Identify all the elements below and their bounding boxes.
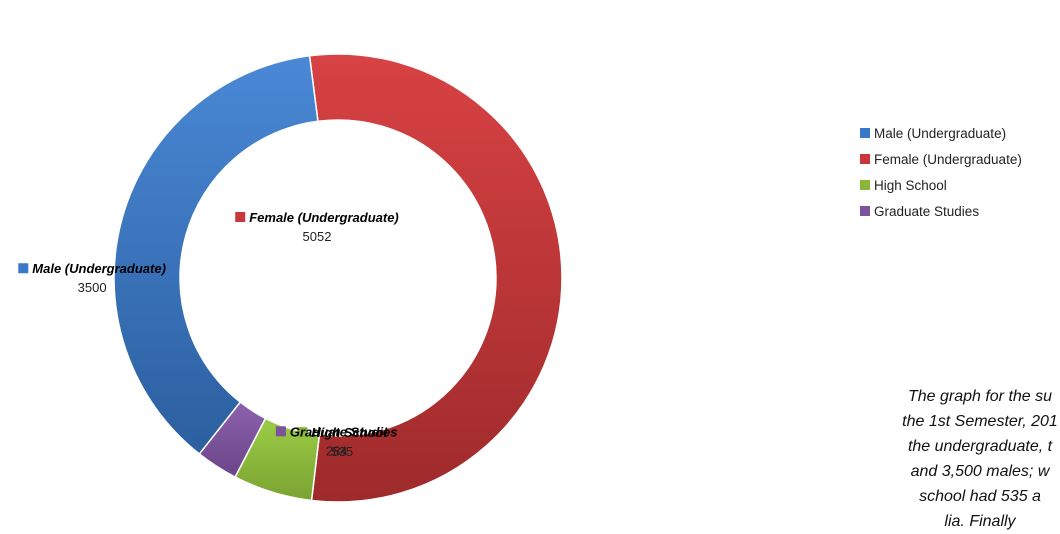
legend: Male (Undergraduate) Female (Undergradua… — [860, 120, 1022, 224]
legend-label: Graduate Studies — [874, 203, 980, 219]
legend-item: Graduate Studies — [860, 198, 1022, 224]
donut-chart: Male (Undergraduate) 3500 Female (Undergra… — [18, 53, 563, 503]
data-label-swatch — [18, 263, 29, 274]
data-label-name: High School — [311, 425, 387, 440]
data-label-high-school: High School 535 — [297, 425, 388, 459]
legend-swatch — [860, 206, 870, 216]
data-label-female-undergraduate: Female (Undergraduate) 5052 — [235, 210, 399, 244]
legend-label: Male (Undergraduate) — [874, 125, 1007, 141]
data-label-swatch — [297, 427, 308, 438]
legend-swatch — [860, 154, 870, 164]
legend-swatch — [860, 180, 870, 190]
data-label-swatch — [275, 426, 286, 437]
data-label-value: 535 — [331, 444, 353, 459]
data-label-value: 3500 — [78, 280, 107, 295]
data-label-name: Male (Undergraduate) — [32, 261, 166, 276]
data-label-name: Female (Undergraduate) — [249, 210, 399, 225]
legend-item: Male (Undergraduate) — [860, 120, 1022, 146]
legend-swatch — [860, 128, 870, 138]
chart-caption: The graph for the su the 1st Semester, 2… — [902, 388, 1058, 530]
slice-female-undergraduate — [308, 53, 563, 503]
legend-item: Female (Undergraduate) — [860, 146, 1022, 172]
data-label-swatch — [235, 211, 246, 222]
legend-label: Female (Undergraduate) — [874, 151, 1022, 167]
legend-item: High School — [860, 172, 1022, 198]
data-label-graduate-studies: Graduate Studies 284 — [275, 424, 398, 458]
legend-label: High School — [874, 177, 947, 193]
slice-male-undergraduate — [113, 54, 319, 455]
data-label-value: 284 — [326, 443, 348, 458]
data-label-male-undergraduate: Male (Undergraduate) 3500 — [18, 261, 166, 295]
data-label-name: Graduate Studies — [290, 424, 398, 439]
data-label-value: 5052 — [303, 229, 332, 244]
